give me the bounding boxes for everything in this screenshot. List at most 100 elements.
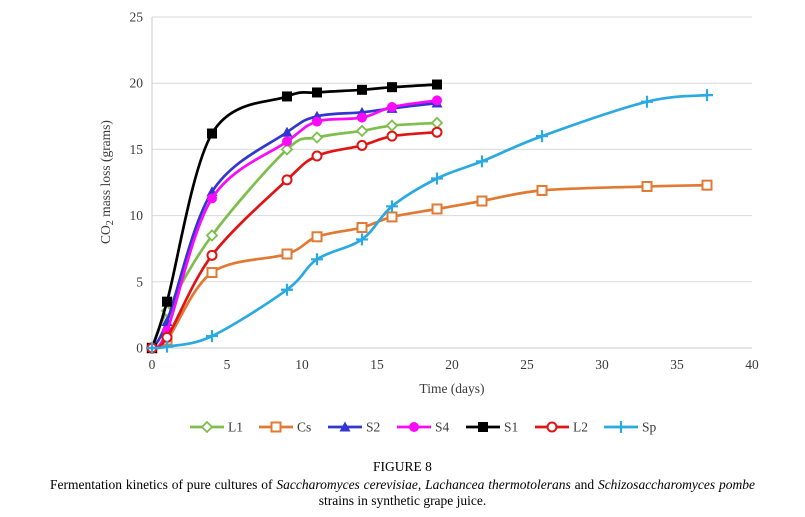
marker-S1-14 <box>357 84 367 95</box>
series-line-L2 <box>150 130 439 350</box>
marker-Sp-33-glyph <box>641 95 653 108</box>
caption-text: , <box>417 476 426 492</box>
marker-L2-14-glyph <box>356 139 368 151</box>
marker-Cs-22-glyph <box>476 195 488 207</box>
marker-L2-14 <box>356 139 368 151</box>
legend-label-Cs: Cs <box>297 420 311 435</box>
marker-Sp-11 <box>311 253 323 266</box>
marker-Sp-19-glyph <box>431 172 443 185</box>
series-line-S4 <box>150 99 439 350</box>
figure-caption: FIGURE 8 Fermentation kinetics of pure c… <box>0 459 805 510</box>
marker-L1-4 <box>205 229 219 242</box>
marker-Cs-26-glyph <box>536 184 548 196</box>
marker-L1-9-glyph <box>280 143 294 156</box>
marker-S1-11 <box>312 87 322 98</box>
marker-Cs-16 <box>386 211 398 223</box>
marker-Sp-14-glyph <box>356 233 368 246</box>
marker-Sp-26-glyph <box>536 130 548 143</box>
legend-item-S1: S1 <box>466 420 518 435</box>
legend-marker-S1-glyph <box>478 422 488 432</box>
legend-label-L1: L1 <box>228 420 243 435</box>
marker-L1-11-glyph <box>310 131 324 144</box>
marker-S1-1-glyph <box>162 296 172 307</box>
marker-Cs-9-glyph <box>281 248 293 260</box>
legend-marker-Cs <box>270 421 282 433</box>
x-tick-label-25: 25 <box>520 357 534 372</box>
y-tick-label-25: 25 <box>130 10 144 25</box>
marker-Cs-14-glyph <box>356 222 368 234</box>
marker-S4-19-glyph <box>432 95 442 106</box>
marker-S2-9 <box>281 126 293 137</box>
marker-L1-11 <box>310 131 324 144</box>
y-tick-label-0: 0 <box>136 341 143 356</box>
x-tick-label-20: 20 <box>445 357 459 372</box>
caption-text: Fermentation kinetics of pure cultures o… <box>50 476 277 492</box>
marker-Sp-37-glyph <box>701 89 713 102</box>
marker-S4-4 <box>207 193 217 204</box>
legend-marker-Cs-glyph <box>270 421 282 433</box>
marker-Cs-14 <box>356 222 368 234</box>
marker-S4-11 <box>312 116 322 127</box>
marker-S4-16 <box>387 102 397 113</box>
x-tick-label-40: 40 <box>745 357 759 372</box>
y-tick-label-10: 10 <box>130 208 144 223</box>
marker-L2-9 <box>281 174 293 186</box>
marker-L2-11 <box>311 150 323 162</box>
marker-S4-9-glyph <box>282 136 292 147</box>
marker-Sp-22-glyph <box>476 155 488 168</box>
legend-marker-L2-glyph <box>546 421 558 433</box>
marker-Cs-11 <box>311 231 323 243</box>
marker-L1-4-glyph <box>205 229 219 242</box>
marker-S1-9 <box>282 91 292 102</box>
legend-item-Sp: Sp <box>604 420 657 435</box>
series-Sp <box>146 89 713 354</box>
marker-Cs-19 <box>431 203 443 215</box>
marker-L2-4 <box>206 249 218 261</box>
marker-L2-4-glyph <box>206 249 218 261</box>
marker-Sp-9 <box>281 283 293 296</box>
x-tick-label-35: 35 <box>670 357 684 372</box>
marker-S4-14-glyph <box>357 112 367 123</box>
marker-S1-11-glyph <box>312 87 322 98</box>
marker-L2-1 <box>161 331 173 343</box>
species-name: Lachancea thermotolerans <box>425 476 571 492</box>
y-tick-label-20: 20 <box>130 76 144 91</box>
legend-marker-Sp-glyph <box>615 421 627 433</box>
marker-S1-9-glyph <box>282 91 292 102</box>
x-tick-label-5: 5 <box>224 357 231 372</box>
legend-marker-L1-glyph <box>200 420 214 434</box>
legend-item-S2: S2 <box>328 420 380 435</box>
legend-item-L1: L1 <box>190 420 243 435</box>
marker-Sp-0 <box>146 342 158 354</box>
marker-Cs-33 <box>641 180 653 192</box>
legend-label-L2: L2 <box>573 420 588 435</box>
y-axis-title: CO2 mass loss (grams) <box>98 120 116 244</box>
marker-Cs-37 <box>701 179 713 191</box>
marker-Sp-14 <box>356 233 368 246</box>
legend-marker-S2 <box>339 421 351 432</box>
legend-marker-L1 <box>200 420 214 434</box>
marker-Cs-26 <box>536 184 548 196</box>
legend-marker-S4 <box>409 422 419 432</box>
marker-S1-16 <box>387 82 397 93</box>
marker-L2-16-glyph <box>386 130 398 142</box>
marker-S1-1 <box>162 296 172 307</box>
legend-item-S4: S4 <box>397 420 450 435</box>
y-tick-label-5: 5 <box>136 274 143 289</box>
legend-label-S1: S1 <box>504 420 518 435</box>
x-tick-label-10: 10 <box>295 357 309 372</box>
marker-Cs-11-glyph <box>311 231 323 243</box>
legend-marker-L2 <box>546 421 558 433</box>
species-name: Schizosaccharomyces pombe <box>597 476 756 492</box>
marker-Sp-22 <box>476 155 488 168</box>
marker-Sp-16-glyph <box>386 200 398 213</box>
marker-S1-16-glyph <box>387 82 397 93</box>
marker-Sp-4-glyph <box>206 330 218 343</box>
legend-marker-S1 <box>478 422 488 432</box>
marker-L1-16 <box>385 119 399 132</box>
fermentation-kinetics-chart: 0 5 10 15 20 25 0 5 10 15 20 25 30 35 40 Time (days) CO2… <box>98 10 759 435</box>
marker-S4-11-glyph <box>312 116 322 127</box>
legend-label-Sp: Sp <box>642 420 657 435</box>
marker-Sp-37 <box>701 89 713 102</box>
marker-Cs-4 <box>206 267 218 279</box>
